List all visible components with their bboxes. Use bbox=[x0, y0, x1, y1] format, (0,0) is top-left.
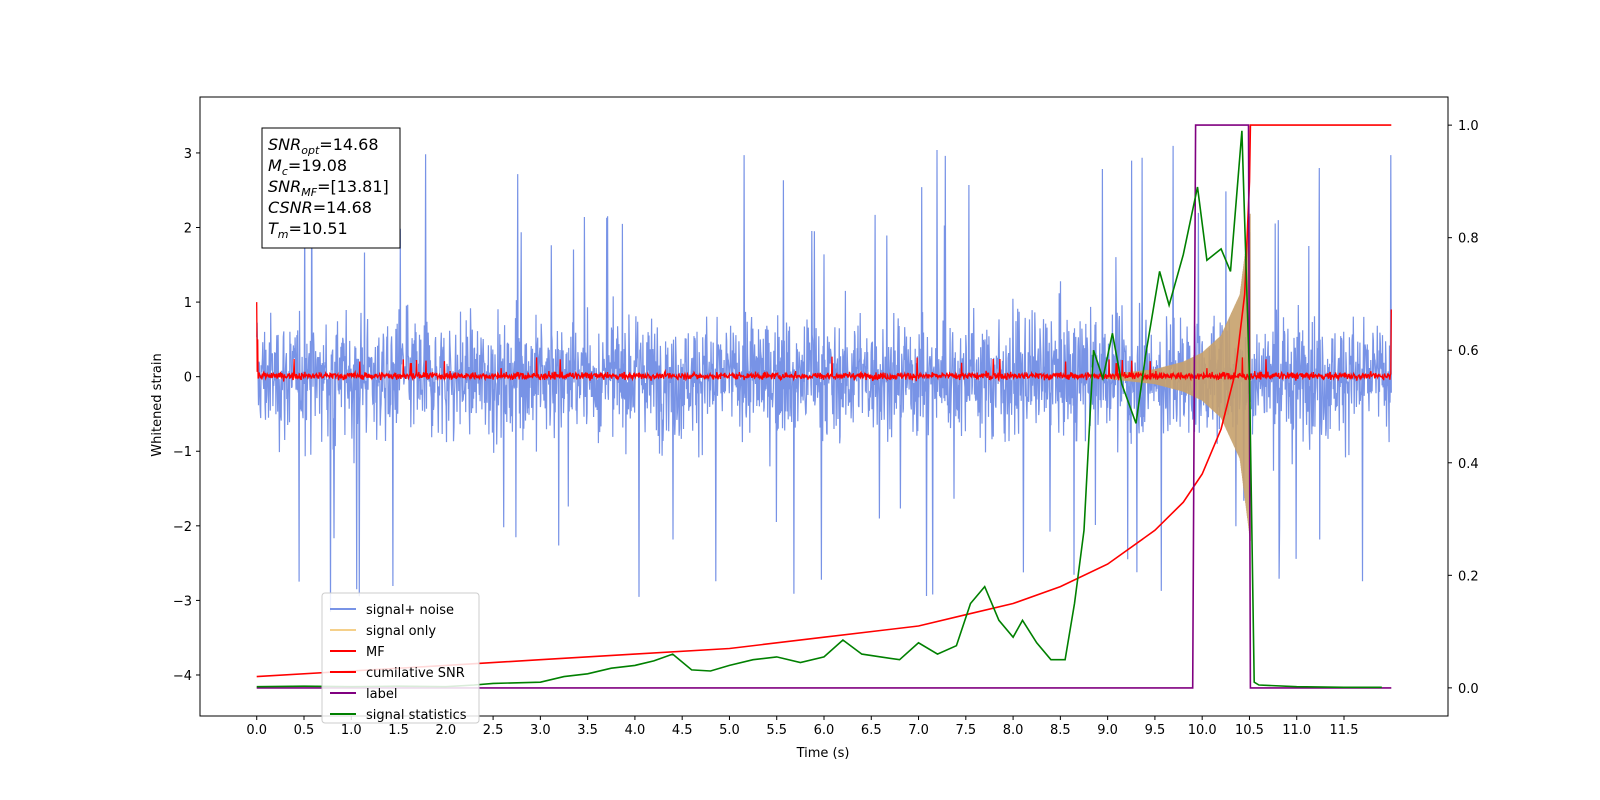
x-tick-label: 5.5 bbox=[766, 723, 787, 738]
x-tick-label: 11.5 bbox=[1330, 723, 1359, 738]
series-signal-statistics bbox=[256, 130, 1382, 689]
x-tick-label: 7.5 bbox=[955, 723, 976, 738]
x-tick-label: 9.5 bbox=[1145, 723, 1166, 738]
y-tick-label: 2 bbox=[184, 222, 192, 237]
y-tick-label: 0 bbox=[184, 371, 192, 386]
y2-tick-label: 0.6 bbox=[1458, 344, 1479, 359]
y-axis-label: Whitened strain bbox=[150, 353, 165, 456]
y2-tick-label: 1.0 bbox=[1458, 119, 1479, 134]
x-tick-label: 10.5 bbox=[1235, 723, 1264, 738]
series-mf bbox=[256, 302, 1392, 383]
x-axis-label: Time (s) bbox=[796, 746, 850, 761]
x-tick-label: 3.5 bbox=[577, 723, 598, 738]
y-axis-right: 1.0 0.8 0.6 0.4 0.2 0.0 bbox=[1448, 119, 1479, 697]
annotation-line: Tm=10.51 bbox=[268, 219, 348, 241]
x-tick-label: 6.5 bbox=[861, 723, 882, 738]
legend-label: MF bbox=[366, 645, 385, 660]
x-tick-label: 0.0 bbox=[246, 723, 267, 738]
annotation-box: SNRopt=14.68Mc=19.08SNRMF=[13.81]CSNR=14… bbox=[261, 127, 401, 249]
series-label bbox=[256, 124, 1392, 689]
y-tick-label: 3 bbox=[184, 147, 192, 162]
x-tick-label: 9.0 bbox=[1097, 723, 1118, 738]
x-tick-label: 10.0 bbox=[1188, 723, 1217, 738]
legend-label: signal statistics bbox=[366, 708, 467, 723]
annotation-line: CSNR=14.68 bbox=[268, 198, 372, 217]
legend-label: cumilative SNR bbox=[366, 666, 465, 681]
y-axis-left: 3 2 1 0 −1 −2 −3 −4 bbox=[173, 147, 200, 684]
x-tick-label: 3.0 bbox=[530, 723, 551, 738]
y-tick-label: −1 bbox=[173, 445, 192, 460]
series-signal-only bbox=[1107, 213, 1251, 541]
x-tick-label: 0.5 bbox=[294, 723, 315, 738]
annotation-line: SNRMF=[13.81] bbox=[268, 177, 389, 199]
series-cumilative-snr bbox=[256, 124, 1392, 678]
y2-tick-label: 0.0 bbox=[1458, 682, 1479, 697]
y2-tick-label: 0.4 bbox=[1458, 457, 1479, 472]
x-tick-label: 4.0 bbox=[625, 723, 646, 738]
x-tick-label: 8.5 bbox=[1050, 723, 1071, 738]
annotation-line: Mc=19.08 bbox=[268, 156, 347, 178]
y2-tick-label: 0.2 bbox=[1458, 569, 1479, 584]
y-tick-label: −4 bbox=[173, 669, 192, 684]
x-tick-label: 1.5 bbox=[388, 723, 409, 738]
series-signal-noise bbox=[256, 145, 1392, 612]
x-tick-label: 4.5 bbox=[672, 723, 693, 738]
legend-label: signal only bbox=[366, 624, 436, 639]
x-tick-label: 8.0 bbox=[1003, 723, 1024, 738]
y-tick-label: −2 bbox=[173, 520, 192, 535]
legend-label: signal+ noise bbox=[366, 603, 454, 618]
annotation-line: SNRopt=14.68 bbox=[268, 135, 379, 157]
x-tick-label: 1.0 bbox=[341, 723, 362, 738]
x-tick-label: 2.0 bbox=[435, 723, 456, 738]
y-tick-label: −3 bbox=[173, 594, 192, 609]
x-axis: 0.0 0.5 1.0 1.5 2.0 2.5 3.0 3.5 4.0 4.5 5.0 5.5 6.0 6… bbox=[246, 716, 1358, 738]
x-tick-label: 7.0 bbox=[908, 723, 929, 738]
series-layer bbox=[256, 124, 1392, 689]
x-tick-label: 5.0 bbox=[719, 723, 740, 738]
legend-label: label bbox=[366, 687, 397, 702]
y2-tick-label: 0.8 bbox=[1458, 232, 1479, 247]
x-tick-label: 2.5 bbox=[483, 723, 504, 738]
legend: signal+ noise signal only MF cumilative SNR… bbox=[321, 592, 480, 724]
x-tick-label: 11.0 bbox=[1282, 723, 1311, 738]
x-tick-label: 6.0 bbox=[814, 723, 835, 738]
y-tick-label: 1 bbox=[184, 296, 192, 311]
